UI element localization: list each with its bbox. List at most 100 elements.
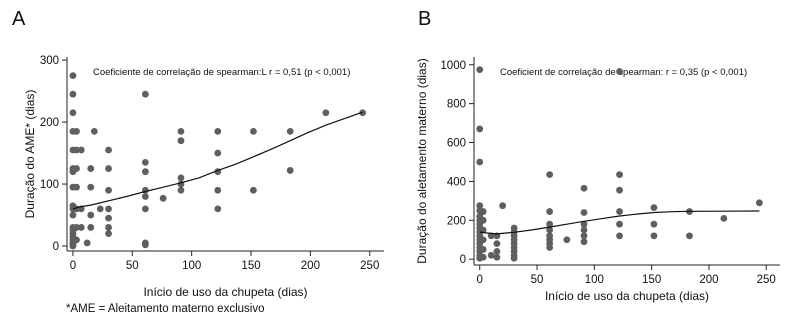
data-point-a-53: [177, 137, 185, 145]
data-point-b-18: [479, 216, 487, 224]
data-point-b-65: [720, 214, 728, 222]
panel-label-b: B: [418, 8, 432, 30]
data-point-b-38: [510, 254, 518, 262]
data-point-a-62: [250, 127, 257, 135]
data-point-a-25: [73, 236, 80, 244]
data-point-a-0: [69, 72, 77, 79]
x-tick-label-b-1: 50: [531, 274, 544, 286]
data-point-b-51: [580, 226, 588, 234]
x-tick-label-a-0: 0: [70, 260, 76, 272]
footnote: *AME = Aleitamento materno exclusivo: [66, 303, 265, 315]
data-point-b-62: [650, 232, 658, 240]
data-point-a-41: [105, 224, 112, 231]
data-point-a-20: [73, 146, 80, 154]
data-point-a-61: [214, 205, 222, 213]
data-point-b-29: [499, 202, 507, 210]
data-point-b-2: [476, 158, 484, 166]
y-tick-label-b-0: 0: [460, 254, 466, 266]
data-point-b-20: [479, 236, 487, 244]
data-point-a-18: [69, 242, 77, 250]
panel-label-a: A: [12, 8, 26, 30]
data-point-a-19: [73, 127, 80, 135]
data-point-b-46: [546, 244, 554, 251]
data-point-a-24: [73, 224, 80, 231]
data-point-a-2: [69, 109, 77, 117]
data-point-a-22: [73, 183, 80, 191]
y-tick-label-a-0: 0: [53, 241, 59, 253]
x-tick-label-b-2: 100: [585, 274, 604, 286]
data-point-a-35: [96, 205, 104, 213]
data-point-a-34: [90, 127, 98, 135]
data-point-a-58: [214, 149, 222, 157]
data-point-a-30: [87, 165, 95, 172]
y-tick-label-b-5: 1000: [440, 60, 466, 72]
y-tick-label-b-2: 400: [447, 176, 466, 188]
data-point-a-37: [105, 165, 112, 172]
x-tick-label-a-5: 250: [360, 260, 379, 272]
data-point-a-43: [141, 90, 149, 98]
data-point-b-61: [650, 220, 658, 228]
data-point-a-39: [105, 205, 112, 213]
data-point-a-10: [69, 211, 77, 219]
data-point-b-42: [546, 226, 554, 234]
data-point-b-41: [546, 220, 554, 228]
x-axis-title-a: Início de uso da chupeta (dias): [143, 285, 307, 299]
data-point-a-63: [250, 186, 257, 194]
y-axis-title-b: Duração do aletamento materno (dias): [415, 58, 429, 263]
data-point-a-66: [322, 109, 330, 117]
data-point-a-51: [159, 194, 167, 202]
data-point-b-56: [616, 186, 623, 194]
data-point-a-64: [286, 127, 294, 135]
data-point-a-44: [141, 158, 149, 166]
y-tick-label-b-1: 200: [447, 215, 466, 227]
y-tick-label-b-4: 800: [447, 99, 466, 111]
data-point-a-29: [83, 239, 91, 247]
data-point-b-26: [493, 240, 501, 248]
data-point-a-31: [87, 183, 95, 191]
y-tick-label-b-3: 600: [447, 138, 466, 150]
data-point-a-56: [177, 186, 185, 194]
data-point-b-60: [650, 204, 658, 212]
data-point-b-48: [580, 184, 588, 192]
data-point-a-26: [77, 146, 85, 154]
data-point-a-48: [141, 205, 149, 213]
data-point-a-33: [87, 224, 95, 231]
data-point-b-21: [479, 246, 487, 253]
data-point-a-40: [105, 214, 112, 222]
data-point-a-47: [141, 193, 149, 200]
data-point-a-38: [105, 186, 112, 194]
data-point-b-47: [563, 236, 571, 244]
data-point-b-58: [616, 220, 623, 228]
y-axis-title-a: Duração do AME* (dias): [23, 90, 37, 219]
data-point-b-39: [546, 171, 554, 179]
y-tick-label-a-2: 200: [40, 117, 59, 129]
data-point-b-53: [580, 238, 588, 246]
x-axis-title-b: Início de uso da chupeta (dias): [545, 289, 709, 303]
data-point-b-66: [755, 199, 763, 207]
x-tick-label-a-1: 50: [126, 260, 139, 272]
data-point-a-28: [77, 224, 85, 231]
data-point-a-32: [87, 211, 95, 219]
x-tick-label-b-3: 150: [642, 274, 661, 286]
data-point-b-54: [616, 68, 623, 75]
data-point-b-59: [616, 232, 623, 240]
x-tick-label-a-2: 100: [182, 260, 201, 272]
data-point-b-28: [493, 253, 501, 261]
data-point-a-1: [69, 90, 77, 98]
data-point-a-21: [73, 165, 80, 172]
data-point-a-60: [214, 186, 222, 194]
data-point-a-57: [214, 127, 222, 135]
correlation-annotation-b: Coeficient de correlação de spearman: r …: [500, 67, 747, 78]
data-point-b-64: [686, 232, 693, 240]
data-point-b-0: [476, 66, 484, 74]
data-point-a-52: [177, 127, 185, 135]
data-point-b-40: [546, 208, 554, 215]
y-tick-label-a-3: 300: [40, 55, 59, 67]
data-point-b-24: [487, 251, 495, 259]
data-point-a-36: [105, 146, 112, 154]
data-point-b-17: [479, 208, 487, 215]
data-point-b-50: [580, 220, 588, 228]
correlation-annotation-a: Coeficiente de correlação de spearman:L …: [93, 67, 350, 78]
data-point-b-49: [580, 209, 588, 216]
